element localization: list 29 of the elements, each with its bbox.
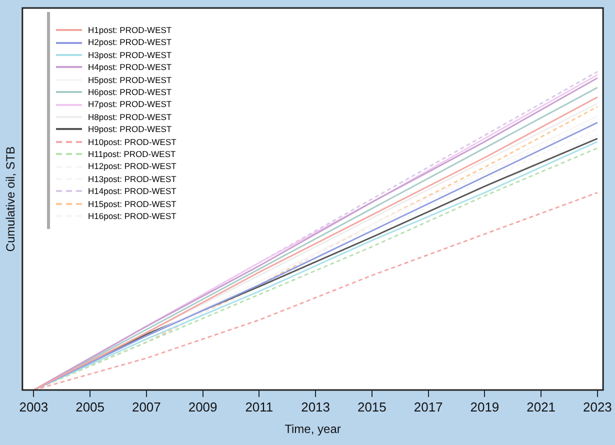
legend-label: H12post: PROD-WEST [88,160,176,173]
legend-label: H9post: PROD-WEST [88,123,172,136]
legend-label: H15post: PROD-WEST [88,198,176,210]
legend-label: H7post: PROD-WEST [88,98,172,111]
x-axis-title: Time, year [284,422,341,436]
y-axis-title: Cumulative oil, STB [4,146,18,252]
legend-label: H6post: PROD-WEST [88,86,172,98]
x-tick-label: 2013 [301,399,330,414]
legend-label: H13post: PROD-WEST [88,172,176,186]
legend-label: H11post: PROD-WEST [88,148,176,160]
x-tick-label: 2019 [470,399,500,414]
x-tick-label: 2021 [526,399,556,414]
legend-label: H16post: PROD-WEST [88,210,176,222]
x-tick-label: 2023 [582,399,612,414]
legend-label: H10post: PROD-WEST [88,136,176,148]
legend-label: H1post: PROD-WEST [88,24,172,36]
x-tick-label: 2003 [19,399,48,414]
x-tick-label: 2011 [245,399,274,414]
legend-label: H2post: PROD-WEST [88,36,172,49]
x-tick-label: 2009 [188,399,218,414]
x-tick-label: 2007 [132,399,161,414]
x-tick-label: 2015 [357,399,386,414]
legend-label: H5post: PROD-WEST [88,74,172,86]
legend-label: H3post: PROD-WEST [88,48,172,62]
x-tick-label: 2017 [414,399,443,414]
x-tick-label: 2005 [76,399,105,414]
legend-label: H4post: PROD-WEST [88,61,172,74]
legend-label: H8post: PROD-WEST [88,110,172,124]
legend-label: H14post: PROD-WEST [88,185,176,198]
